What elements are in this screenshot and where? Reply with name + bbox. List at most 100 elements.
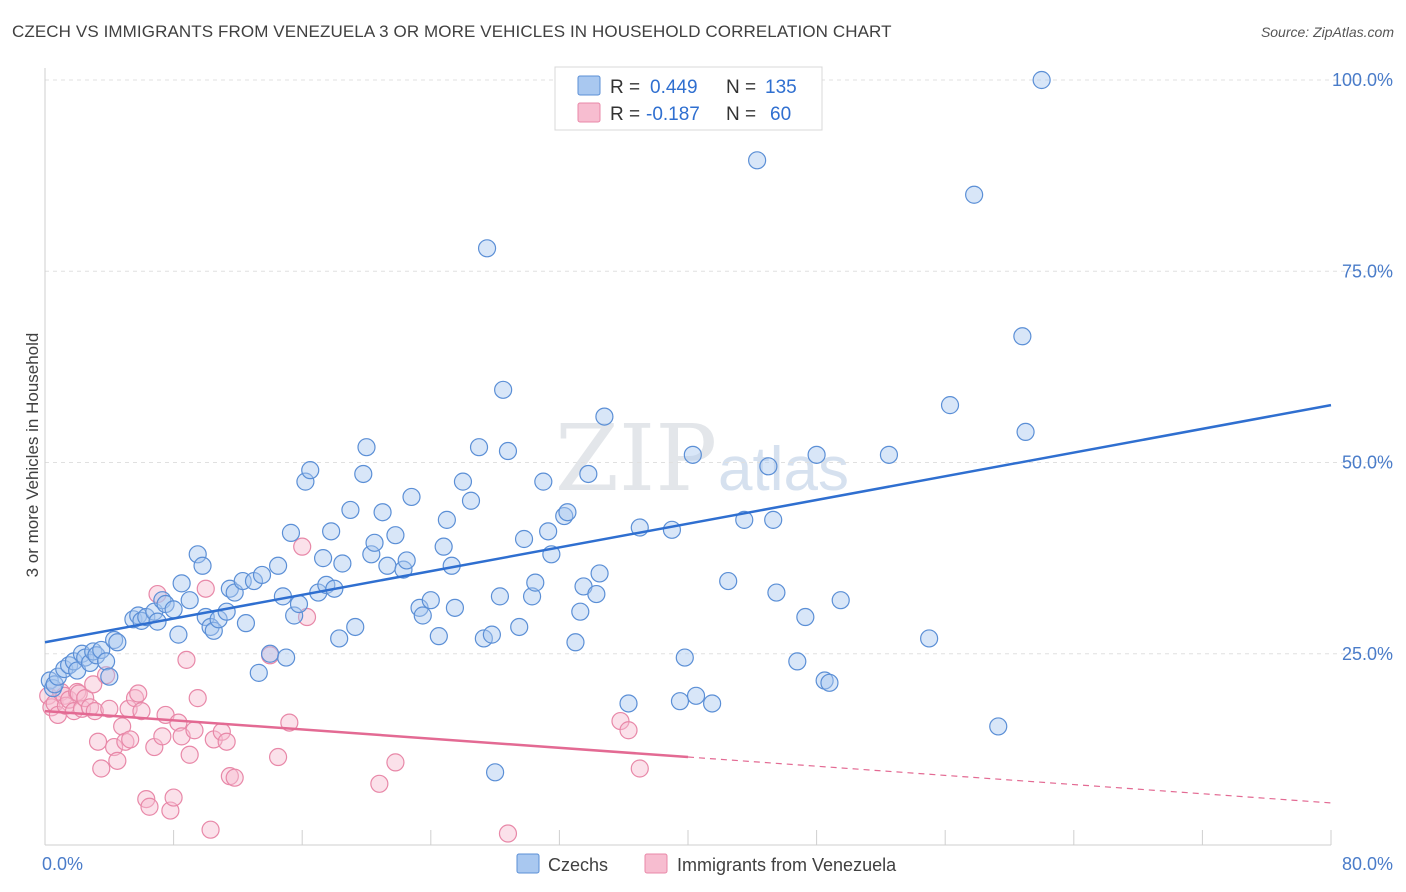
czech-point — [386, 526, 405, 545]
czech-point — [373, 503, 392, 522]
czech-point — [807, 445, 826, 464]
czech-point — [670, 692, 690, 711]
czech-point — [285, 606, 304, 625]
czech-point — [1032, 70, 1051, 90]
venezuela-point — [201, 820, 220, 839]
czech-point — [180, 591, 199, 610]
venezuela-point — [108, 751, 127, 770]
bottom-legend-czech-swatch — [516, 853, 540, 874]
axes: 25.0% 50.0% 75.0% 100.0% 0.0% 80.0% — [42, 68, 1393, 874]
venezuela-point — [196, 579, 215, 598]
venezuela-trend-extension — [687, 756, 1332, 804]
czech-point — [296, 472, 315, 491]
czech-point — [217, 602, 236, 621]
czech-point — [759, 457, 778, 476]
venezuela-point — [116, 732, 135, 751]
y-axis-label: 3 or more Vehicles in Household — [23, 333, 42, 578]
venezuela-point — [177, 650, 196, 669]
czech-point — [434, 537, 453, 556]
y-tick-label: 75.0% — [1342, 261, 1393, 281]
czech-point — [920, 629, 939, 648]
venezuela-point — [113, 717, 132, 736]
czech-point — [378, 556, 397, 575]
czech-point — [188, 545, 207, 564]
czech-point — [522, 587, 542, 606]
czech-point — [330, 629, 349, 648]
legend-czech-r-value: 0.449 — [650, 77, 698, 98]
czech-point — [445, 598, 465, 617]
legend-czech-r-label: R = — [610, 77, 640, 98]
venezuela-point — [100, 699, 119, 718]
czech-point — [164, 600, 183, 619]
czech-point — [172, 574, 191, 593]
czech-point — [831, 591, 850, 610]
venezuela-point — [293, 537, 312, 556]
legend-venezuela-r-label: R = — [610, 104, 640, 125]
czech-point — [260, 644, 280, 663]
venezuela-point — [370, 774, 389, 793]
venezuela-point — [69, 684, 88, 703]
trend-lines — [44, 403, 1332, 804]
venezuela-point — [619, 721, 638, 740]
czech-point — [514, 529, 534, 549]
czech-point — [92, 640, 111, 660]
czech-point — [683, 445, 702, 464]
czech-point — [796, 607, 815, 627]
czech-point — [619, 694, 638, 713]
venezuela-points — [39, 537, 649, 843]
czech-point — [87, 646, 106, 665]
czech-point — [421, 591, 440, 610]
czech-point — [354, 464, 373, 484]
czech-point — [587, 584, 606, 604]
czech-point — [1016, 422, 1035, 441]
legend-czech-swatch — [577, 75, 601, 96]
y-tick-label: 100.0% — [1332, 70, 1393, 90]
czech-point — [252, 565, 272, 585]
venezuela-point — [268, 747, 288, 767]
legend-czech-n-value: 135 — [765, 77, 797, 98]
czech-point — [510, 617, 529, 637]
czech-point — [301, 461, 320, 480]
czech-points — [40, 70, 1051, 782]
y-tick-label: 50.0% — [1342, 453, 1393, 473]
czech-point — [429, 627, 448, 646]
venezuela-point — [84, 675, 103, 694]
czech-point — [413, 606, 432, 625]
czech-point — [526, 573, 545, 592]
czech-point — [748, 151, 767, 170]
czech-point — [96, 652, 116, 671]
czech-point — [940, 396, 960, 415]
czech-point — [281, 523, 301, 542]
venezuela-point — [280, 713, 299, 732]
venezuela-point — [169, 713, 188, 732]
czech-point — [703, 694, 722, 713]
venezuela-point — [140, 797, 159, 816]
czech-point — [437, 510, 456, 529]
bottom-legend-czech-label: Czechs — [548, 855, 608, 875]
venezuela-point — [164, 788, 183, 807]
czech-point — [108, 633, 127, 652]
venezuela-point — [185, 721, 204, 740]
czech-point — [204, 621, 223, 640]
czech-point — [571, 602, 590, 621]
czech-point — [100, 667, 119, 686]
czech-point — [820, 673, 839, 692]
czech-point — [362, 545, 381, 564]
czech-point — [453, 472, 473, 491]
czech-point — [989, 717, 1008, 736]
czech-point — [477, 239, 497, 258]
grid-lines — [45, 79, 1392, 655]
czech-point — [277, 648, 296, 667]
czech-point — [169, 625, 188, 644]
czech-point — [365, 533, 384, 552]
czech-point — [558, 503, 577, 522]
legend-czech-n-label: N = — [726, 77, 756, 98]
czech-point — [469, 438, 489, 457]
czech-point — [193, 556, 212, 575]
venezuela-point — [121, 730, 140, 749]
venezuela-point — [76, 689, 95, 708]
x-tick-label: 80.0% — [1342, 854, 1393, 874]
czech-point — [486, 763, 505, 782]
venezuela-point — [498, 824, 518, 843]
